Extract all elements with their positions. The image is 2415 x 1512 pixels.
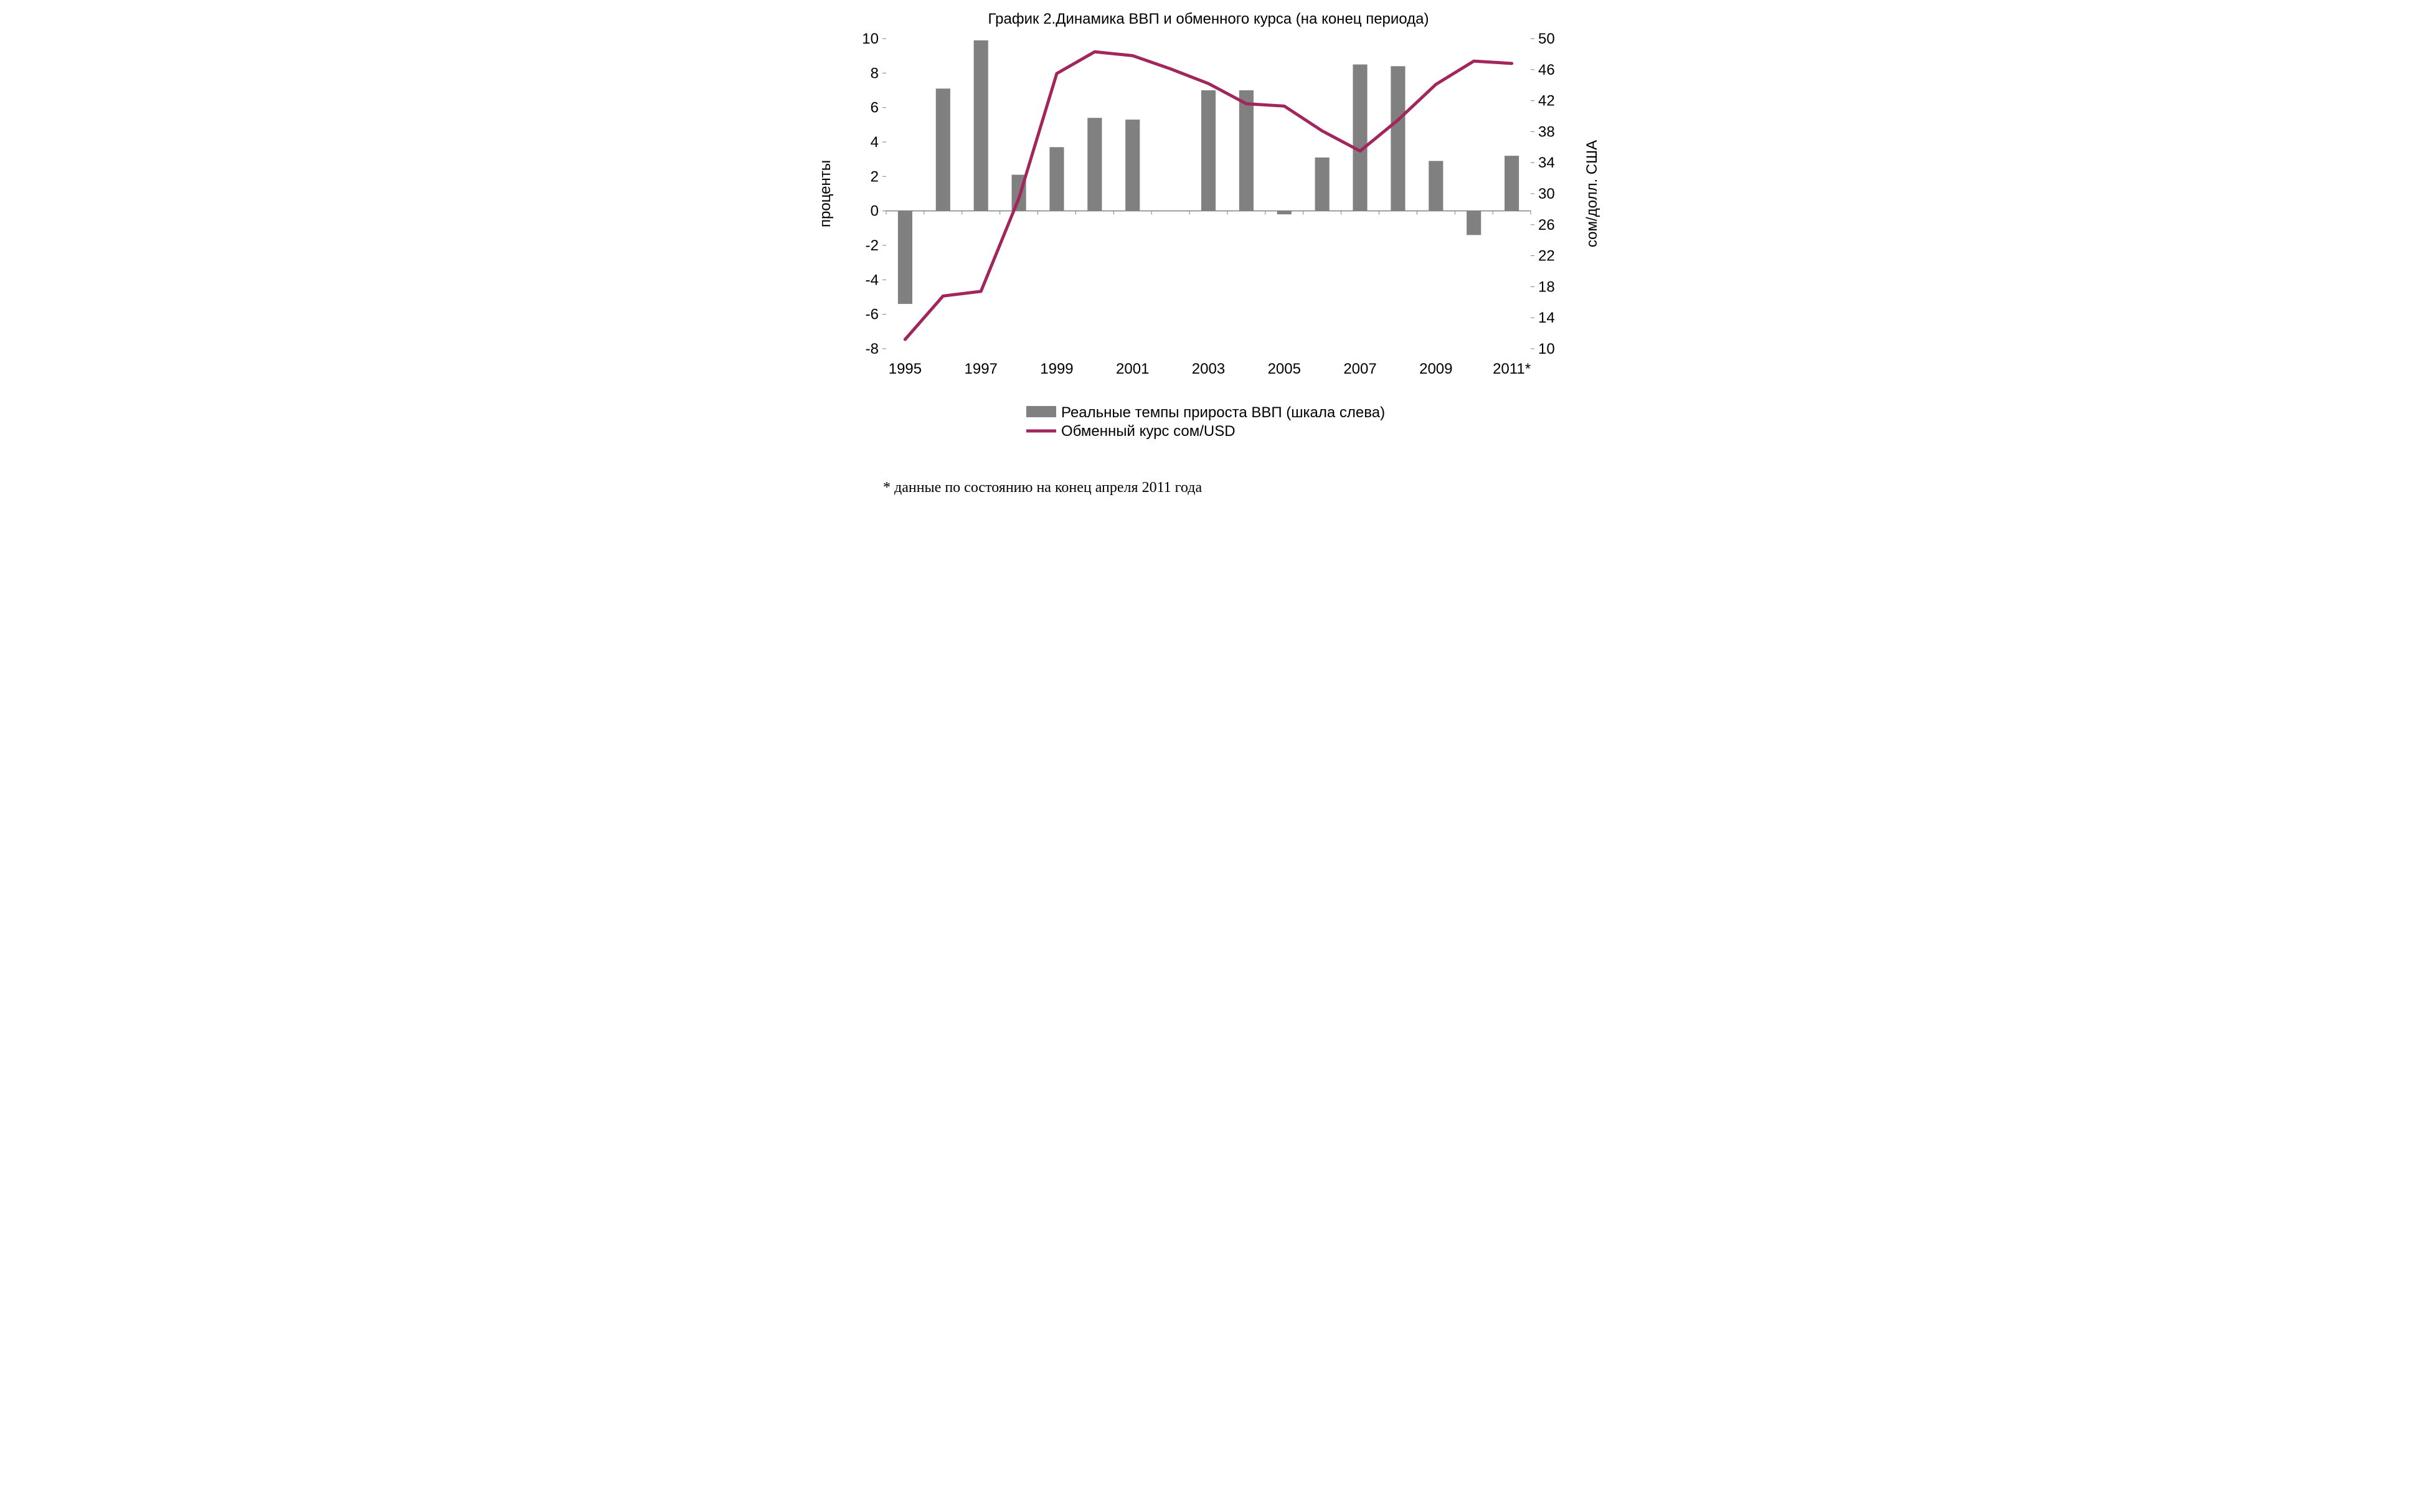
bar [1504, 156, 1518, 211]
xtick-label: 1999 [1040, 361, 1073, 377]
bar [1467, 211, 1481, 235]
bar [1353, 65, 1367, 211]
xtick-label: 2007 [1343, 361, 1376, 377]
right-axis-label: сом/долл. США [1584, 140, 1600, 247]
xtick-label: 2005 [1267, 361, 1300, 377]
ytick-left-label: -6 [865, 306, 878, 323]
bar [1087, 118, 1102, 210]
ytick-right-label: 38 [1538, 123, 1555, 140]
ytick-left-label: 4 [870, 134, 878, 151]
xtick-label: 2001 [1116, 361, 1149, 377]
ytick-right-label: 50 [1538, 31, 1555, 47]
ytick-right-label: 34 [1538, 154, 1555, 171]
ytick-left-label: 10 [862, 31, 879, 47]
bar [1391, 66, 1405, 210]
ytick-right-label: 30 [1538, 186, 1555, 202]
bar [935, 88, 950, 210]
xtick-label: 2003 [1191, 361, 1224, 377]
ytick-left-label: 2 [870, 168, 878, 185]
chart-container: График 2.Динамика ВВП и обменного курса … [805, 0, 1610, 504]
ytick-right-label: 22 [1538, 248, 1555, 265]
ytick-left-label: 0 [870, 203, 878, 220]
ytick-right-label: 14 [1538, 309, 1555, 326]
ytick-left-label: -8 [865, 341, 878, 357]
bar [1201, 90, 1215, 211]
bar [1239, 90, 1253, 211]
xtick-label: 2011* [1493, 361, 1531, 377]
ytick-left-label: 6 [870, 100, 878, 116]
bar [1315, 158, 1329, 211]
ytick-right-label: 42 [1538, 93, 1555, 110]
ytick-right-label: 46 [1538, 62, 1555, 78]
bar [1049, 147, 1064, 210]
bar [973, 40, 988, 211]
bar [897, 211, 912, 304]
left-axis-label: проценты [817, 160, 834, 227]
bar [1125, 120, 1140, 211]
ytick-left-label: -4 [865, 272, 878, 288]
legend-bar-swatch [1026, 406, 1056, 417]
chart-title: График 2.Динамика ВВП и обменного курса … [988, 11, 1429, 27]
xtick-label: 2009 [1419, 361, 1452, 377]
legend-line-label: Обменный курс сом/USD [1061, 423, 1236, 440]
bar [1429, 161, 1443, 210]
footnote: * данные по состоянию на конец апреля 20… [883, 480, 1202, 496]
xtick-label: 1997 [964, 361, 997, 377]
ytick-right-label: 26 [1538, 217, 1555, 234]
ytick-right-label: 18 [1538, 278, 1555, 295]
legend-bar-label: Реальные темпы прироста ВВП (шкала слева… [1061, 404, 1385, 421]
ytick-left-label: -2 [865, 237, 878, 254]
ytick-right-label: 10 [1538, 341, 1555, 357]
xtick-label: 1995 [888, 361, 921, 377]
ytick-left-label: 8 [870, 65, 878, 82]
bar [1277, 211, 1291, 215]
chart-svg: График 2.Динамика ВВП и обменного курса … [805, 0, 1610, 504]
